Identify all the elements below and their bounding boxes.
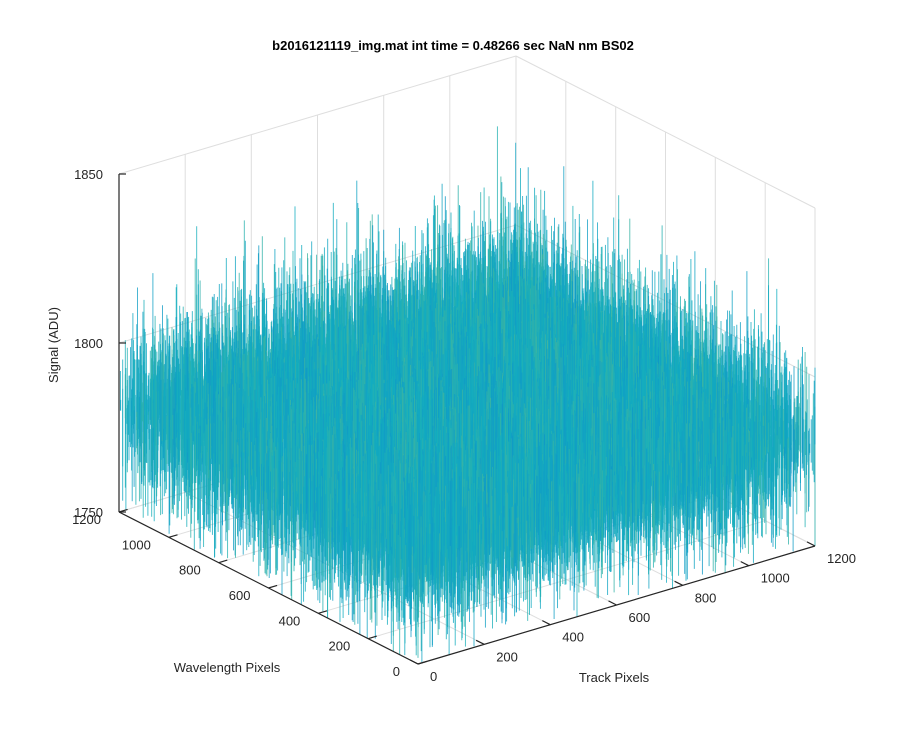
surface-layer [118, 126, 816, 663]
grid-line [118, 55, 517, 175]
grid-line [515, 55, 816, 209]
